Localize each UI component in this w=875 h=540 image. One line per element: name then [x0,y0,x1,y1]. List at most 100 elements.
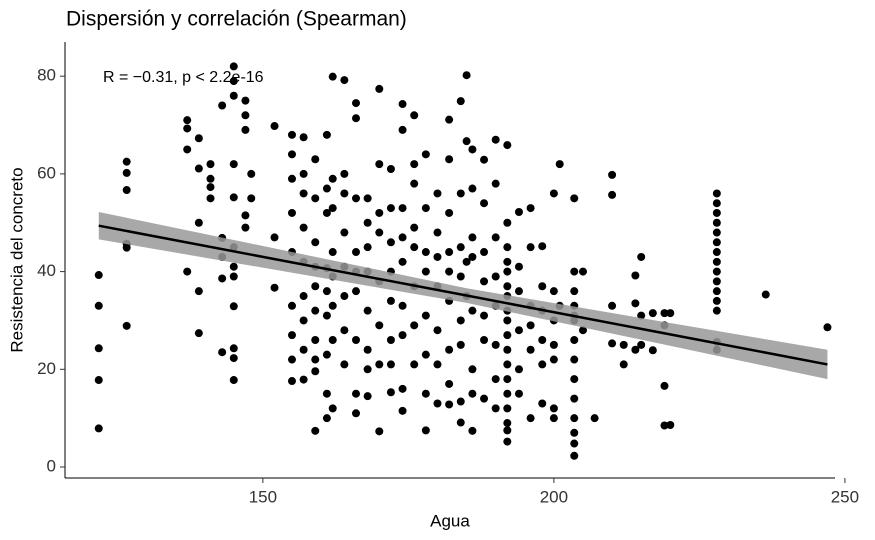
point [386,296,395,305]
point [311,194,320,203]
point [183,116,192,125]
point [241,223,250,232]
point [666,309,675,318]
point [218,348,227,357]
point [570,267,579,276]
point [468,252,477,261]
point [456,272,465,281]
point [398,125,407,134]
point [608,190,617,199]
point [570,414,579,423]
point [480,155,489,164]
point [491,340,500,349]
point [421,311,430,320]
y-axis-title: Resistencia del concreto [7,167,26,352]
point [491,179,500,188]
point [549,355,558,364]
point [445,208,454,217]
point [340,228,349,237]
point [322,208,331,217]
point [328,404,337,413]
point [538,282,547,291]
point [421,204,430,213]
point [183,145,192,154]
point [456,243,465,252]
point [229,91,238,100]
point [549,414,558,423]
point [352,248,361,257]
point [340,76,349,85]
point [363,365,372,374]
point [94,301,103,310]
point [456,97,465,106]
point [287,150,296,159]
point [462,137,471,146]
point [410,179,419,188]
point [631,271,640,280]
point [570,194,579,203]
point [637,252,646,261]
point [491,375,500,384]
point [363,194,372,203]
point [398,384,407,393]
point [229,354,238,363]
point [712,257,721,266]
point [503,243,512,252]
point [247,169,256,178]
point [328,335,337,344]
point [549,340,558,349]
point [299,345,308,354]
point [229,262,238,271]
point [660,381,669,390]
point [398,301,407,310]
point [578,267,587,276]
point [503,360,512,369]
point [503,267,512,276]
point [322,311,331,320]
point [311,306,320,315]
point [480,199,489,208]
point [456,418,465,427]
point [538,360,547,369]
point [608,339,617,348]
point [363,345,372,354]
point [480,394,489,403]
point [122,321,131,330]
point [631,299,640,308]
point [94,344,103,353]
point [94,424,103,433]
point [462,257,471,266]
point [270,122,279,131]
y-tick-label: 0 [47,456,56,475]
point [194,134,203,143]
point [570,355,579,364]
point [229,62,238,71]
point [328,174,337,183]
point [229,376,238,385]
point [549,189,558,198]
point [712,248,721,257]
point [503,282,512,291]
point [421,150,430,159]
point [194,164,203,173]
point [311,282,320,291]
point [712,228,721,237]
point [445,345,454,354]
point [375,321,384,330]
point [570,335,579,344]
point [287,331,296,340]
point [570,287,579,296]
point [270,283,279,292]
point [637,311,646,320]
y-tick-label: 60 [37,163,56,182]
point [526,204,535,213]
point [526,321,535,330]
point [183,267,192,276]
point [480,335,489,344]
point [363,392,372,401]
point [555,160,564,169]
point [299,223,308,232]
point [218,101,227,110]
point [503,218,512,227]
point [375,208,384,217]
